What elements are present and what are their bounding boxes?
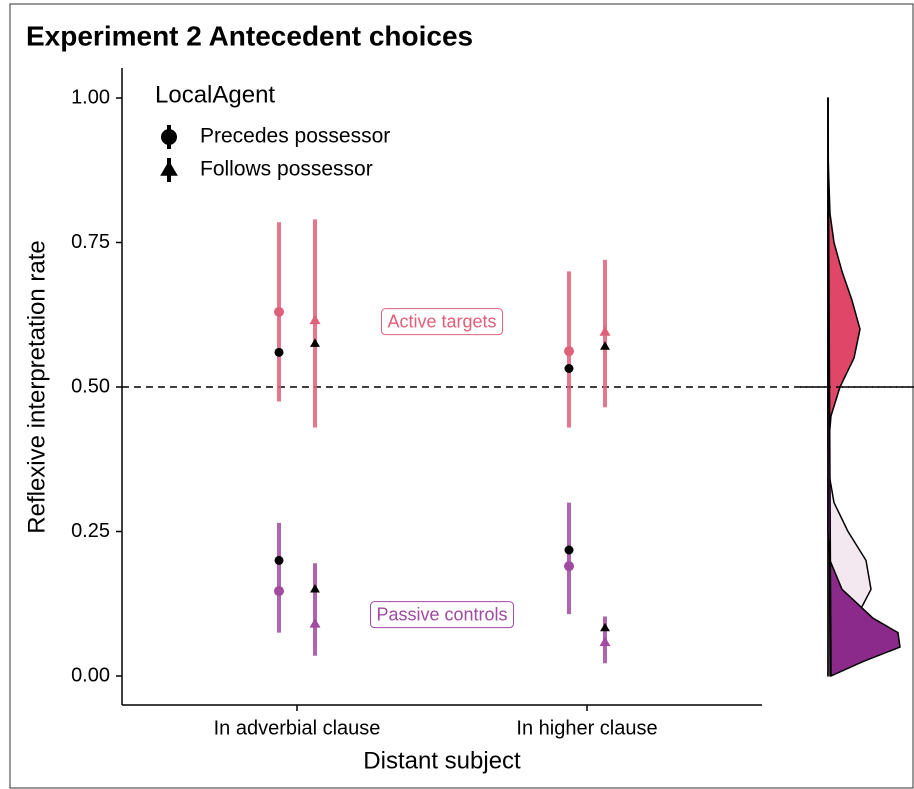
point bbox=[599, 636, 611, 647]
chart-title: Experiment 2 Antecedent choices bbox=[26, 20, 473, 51]
x-tick-label: In adverbial clause bbox=[214, 717, 381, 739]
y-tick-label: 0.50 bbox=[71, 375, 110, 397]
point bbox=[309, 314, 321, 325]
y-axis-label: Reflexive interpretation rate bbox=[23, 240, 50, 533]
y-tick-label: 0.75 bbox=[71, 231, 110, 253]
y-tick-label: 1.00 bbox=[71, 86, 110, 108]
model-point bbox=[310, 338, 320, 347]
y-tick-label: 0.00 bbox=[71, 664, 110, 686]
legend-symbol bbox=[161, 129, 177, 145]
model-point bbox=[564, 545, 574, 555]
y-tick-label: 0.25 bbox=[71, 520, 110, 542]
frame bbox=[9, 3, 914, 789]
point bbox=[599, 326, 611, 336]
annotation: Passive controls bbox=[376, 605, 507, 625]
model-point bbox=[310, 583, 320, 593]
x-tick-label: In higher clause bbox=[516, 717, 657, 739]
point bbox=[274, 306, 284, 317]
point bbox=[274, 586, 284, 597]
density bbox=[827, 97, 901, 677]
annotation: Active targets bbox=[387, 312, 496, 332]
point bbox=[564, 561, 574, 572]
model-point bbox=[274, 555, 284, 565]
model-point bbox=[564, 364, 574, 374]
model-point bbox=[600, 341, 610, 350]
legend-title: LocalAgent bbox=[155, 81, 275, 108]
point bbox=[309, 618, 321, 628]
legend-symbol bbox=[160, 160, 178, 176]
legend-label: Follows possessor bbox=[200, 158, 373, 181]
annotation-box bbox=[369, 601, 515, 629]
point bbox=[564, 346, 574, 357]
annotation-box bbox=[380, 308, 504, 336]
model-point bbox=[274, 347, 284, 357]
x-axis-label: Distant subject bbox=[363, 747, 521, 774]
model-point bbox=[600, 622, 610, 632]
legend-label: Precedes possessor bbox=[200, 125, 390, 148]
